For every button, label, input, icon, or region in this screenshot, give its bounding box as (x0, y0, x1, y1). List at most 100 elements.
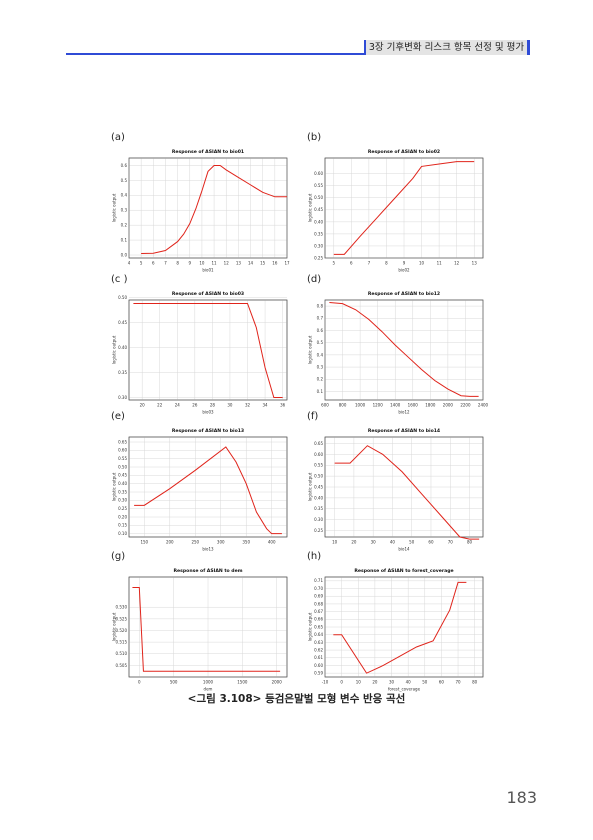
plot-frame (324, 576, 484, 678)
x-tick-label: 30 (371, 540, 377, 545)
y-tick-label: 0.62 (314, 647, 323, 652)
y-tick-label: 0.6 (317, 328, 324, 333)
x-tick-label: 11 (212, 261, 218, 266)
chart-title: Response of ASIAN to bio03 (172, 291, 244, 297)
x-tick-label: 150 (140, 540, 148, 545)
y-tick-label: 0.50 (314, 474, 323, 479)
y-tick-label: 0.45 (314, 207, 323, 212)
x-tick-label: -10 (322, 680, 329, 685)
x-tick-label: 300 (217, 540, 225, 545)
x-tick-label: 80 (472, 680, 478, 685)
x-tick-label: 24 (175, 403, 181, 408)
x-tick-label: 250 (191, 540, 199, 545)
y-axis-label: logistic output (308, 612, 313, 641)
chart-title: Response of ASIAN to bio12 (368, 291, 440, 297)
x-tick-label: 10 (356, 680, 362, 685)
y-axis-label: logistic output (308, 472, 313, 501)
x-tick-label: 500 (170, 680, 178, 685)
chart-svg: Response of ASIAN to forest_coverage -10 0… (308, 568, 484, 692)
response-curve (333, 581, 467, 674)
chart-svg: Response of ASIAN to bio02 5 6 7 8 9 10 11 12 13 0… (308, 149, 484, 273)
response-chart: Response of ASIAN to bio01 4 5 6 7 8 9 10 11 12 13… (112, 143, 291, 273)
panel-label: (b) (307, 132, 322, 143)
response-chart: Response of ASIAN to bio14 10 20 30 40 50 60 70… (308, 422, 487, 552)
chart-svg: Response of ASIAN to dem 0 500 1000 1500 2000… (112, 568, 288, 692)
y-tick-label: 0.55 (314, 463, 323, 468)
plot-frame (128, 299, 288, 401)
x-tick-label: 1000 (203, 680, 214, 685)
x-tick-label: 1200 (373, 403, 384, 408)
x-tick-label: 14 (248, 261, 254, 266)
y-tick-label: 0.50 (118, 295, 127, 300)
y-tick-label: 0.8 (317, 303, 324, 308)
x-tick-label: 2400 (478, 403, 489, 408)
y-tick-label: 0.10 (118, 531, 127, 536)
y-tick-label: 0.65 (314, 441, 323, 446)
y-tick-label: 0.61 (314, 655, 323, 660)
x-tick-label: 9 (188, 261, 191, 266)
x-tick-label: 1500 (237, 680, 248, 685)
x-tick-label: 70 (448, 540, 454, 545)
y-tick-label: 0.4 (121, 193, 128, 198)
x-tick-label: 7 (164, 261, 167, 266)
chart-svg: Response of ASIAN to bio14 10 20 30 40 50 60 70… (308, 428, 484, 552)
y-tick-label: 0.71 (314, 578, 323, 583)
x-tick-label: 60 (439, 680, 445, 685)
panel-label: (a) (111, 132, 125, 143)
y-tick-label: 0.63 (314, 640, 323, 645)
chart-svg: Response of ASIAN to bio13 150 200 250 300 35… (112, 428, 288, 552)
x-tick-label: 13 (472, 261, 478, 266)
y-tick-label: 0.67 (314, 609, 323, 614)
x-tick-label: 0 (138, 680, 141, 685)
y-tick-label: 0.520 (116, 628, 128, 633)
y-tick-label: 0.69 (314, 594, 323, 599)
running-header: 3장 기후변화 리스크 항목 선정 및 평가 (366, 40, 527, 55)
x-tick-label: 16 (272, 261, 278, 266)
x-tick-label: 60 (428, 540, 434, 545)
y-tick-label: 0.5 (317, 340, 324, 345)
x-tick-label: 1400 (390, 403, 401, 408)
y-tick-label: 0.530 (116, 605, 128, 610)
x-axis-label: bio13 (202, 547, 214, 552)
panel-label: (e) (111, 411, 125, 422)
chart-title: Response of ASIAN to forest_coverage (354, 568, 453, 574)
x-tick-label: 70 (456, 680, 462, 685)
chart-title: Response of ASIAN to bio02 (368, 149, 440, 155)
header-rule (66, 53, 528, 55)
x-tick-label: 1600 (408, 403, 419, 408)
y-tick-label: 0.35 (314, 231, 323, 236)
response-chart: Response of ASIAN to dem 0 500 1000 1500 2000… (112, 562, 291, 692)
y-tick-label: 0.45 (314, 484, 323, 489)
response-chart: Response of ASIAN to bio02 5 6 7 8 9 10 11 12 13 0… (308, 143, 487, 273)
y-tick-label: 0.0 (121, 252, 128, 257)
y-tick-label: 0.40 (314, 495, 323, 500)
y-tick-label: 0.3 (317, 364, 324, 369)
x-tick-label: 30 (389, 680, 395, 685)
chart-svg: Response of ASIAN to bio12 600 800 1000 1200… (308, 291, 489, 415)
y-tick-label: 0.4 (317, 352, 324, 357)
x-tick-label: 9 (403, 261, 406, 266)
plot-area (324, 299, 484, 401)
x-tick-label: 7 (368, 261, 371, 266)
y-tick-label: 0.45 (118, 473, 127, 478)
y-axis-label: logistic output (308, 193, 313, 222)
x-tick-label: 200 (166, 540, 174, 545)
response-curve (133, 303, 283, 398)
y-tick-label: 0.20 (118, 514, 127, 519)
panel-label: (h) (307, 551, 322, 562)
x-tick-label: 22 (157, 403, 163, 408)
y-tick-label: 0.68 (314, 601, 323, 606)
y-axis-label: logistic output (112, 335, 117, 364)
x-tick-label: 20 (372, 680, 378, 685)
response-curve (141, 164, 287, 255)
y-tick-label: 0.525 (116, 616, 128, 621)
y-tick-label: 0.30 (118, 395, 127, 400)
x-tick-label: 8 (176, 261, 179, 266)
chart-svg: Response of ASIAN to bio03 20 22 24 26 28 30 32… (112, 291, 288, 415)
page-number: 183 (506, 788, 537, 807)
y-tick-label: 0.65 (118, 439, 127, 444)
y-axis-label: logistic output (112, 193, 117, 222)
y-tick-label: 0.40 (314, 219, 323, 224)
y-tick-label: 0.40 (118, 481, 127, 486)
y-axis-label: logistic output (308, 335, 313, 364)
